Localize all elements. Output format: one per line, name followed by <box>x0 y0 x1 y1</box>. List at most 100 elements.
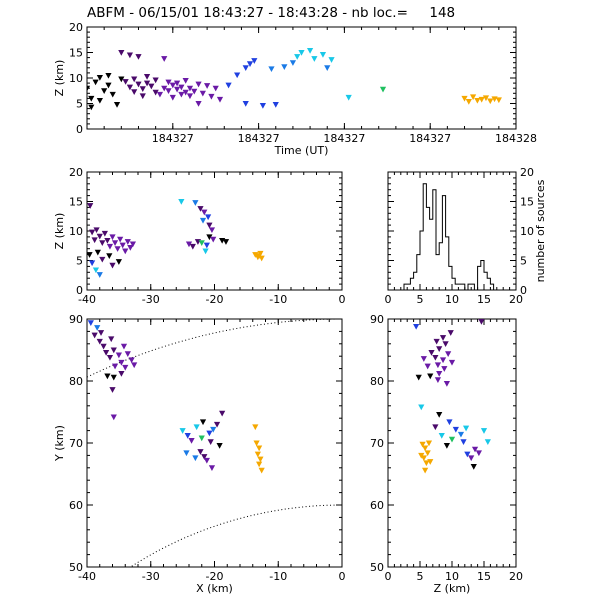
source-point <box>169 82 176 89</box>
source-point <box>289 60 297 66</box>
source-point <box>143 73 151 80</box>
source-point <box>219 410 226 417</box>
source-point <box>122 364 129 371</box>
source-point <box>195 101 202 107</box>
source-point <box>242 101 249 107</box>
x-tick-label: 15 <box>477 570 491 583</box>
source-point <box>434 362 442 369</box>
source-point <box>128 357 135 364</box>
source-point <box>475 450 482 457</box>
source-point <box>135 81 142 88</box>
source-point <box>424 450 431 457</box>
source-point <box>99 256 106 263</box>
source-point <box>422 445 429 452</box>
source-point <box>101 230 108 237</box>
source-point <box>254 451 261 458</box>
source-point <box>105 72 112 79</box>
source-point <box>436 411 443 418</box>
source-point <box>259 103 266 109</box>
y-tick-label: 60 <box>69 499 83 512</box>
source-point <box>165 88 172 94</box>
source-point <box>88 95 95 102</box>
source-point <box>433 338 440 345</box>
source-point <box>256 461 263 468</box>
y-tick-label: 5 <box>76 98 83 111</box>
source-point <box>203 242 210 249</box>
y-tick-label: 80 <box>69 375 83 388</box>
source-point <box>415 374 422 381</box>
source-point <box>183 450 190 457</box>
source-point <box>109 234 116 241</box>
source-point <box>197 206 204 212</box>
panel-time_height: 184327 184327 184327 184327 184328 0 5 10 15 20 Ti… <box>53 21 537 157</box>
source-point <box>106 354 114 361</box>
source-point <box>324 65 331 72</box>
source-point <box>104 237 111 244</box>
plot-frame <box>86 318 343 568</box>
source-point <box>88 260 96 267</box>
source-point <box>152 77 159 84</box>
source-point <box>120 343 128 350</box>
x-tick-label: 0 <box>385 570 392 583</box>
source-point <box>119 242 126 249</box>
source-point <box>258 467 265 474</box>
source-point <box>111 363 119 370</box>
plot-frame <box>387 318 517 568</box>
source-point <box>122 248 129 255</box>
source-point <box>427 373 434 380</box>
source-point <box>425 440 433 447</box>
source-point <box>434 377 442 383</box>
source-point <box>139 93 146 100</box>
y-tick-label: 50 <box>370 561 384 574</box>
source-point <box>242 65 249 72</box>
source-point <box>143 80 151 87</box>
x-axis-label: X (km) <box>196 582 233 595</box>
plot-area <box>87 199 265 278</box>
source-point <box>178 91 185 98</box>
source-point <box>482 95 490 102</box>
source-point <box>208 227 216 234</box>
source-point <box>109 91 116 98</box>
source-point <box>178 84 185 91</box>
source-point <box>203 457 210 464</box>
source-point <box>94 249 101 256</box>
source-point <box>281 64 288 71</box>
x-tick-label: 10 <box>445 570 459 583</box>
source-point <box>188 438 195 444</box>
source-point <box>110 374 117 381</box>
y-tick-label: 0 <box>520 284 527 297</box>
y-tick-label: 20 <box>69 21 83 34</box>
y-tick-label: 90 <box>69 313 83 326</box>
x-tick-label: -30 <box>142 570 160 583</box>
y-tick-label: 70 <box>69 437 83 450</box>
source-point <box>87 252 93 258</box>
source-point <box>87 203 94 209</box>
y-axis-label: Z (km) <box>53 60 66 97</box>
source-point <box>420 356 427 362</box>
source-point <box>461 95 468 102</box>
panel-x_height: -40 -30 -20 -10 0 0 5 10 15 20 Z (km) <box>53 166 346 306</box>
source-point <box>420 455 427 462</box>
source-point <box>445 351 452 357</box>
source-point <box>93 227 100 234</box>
source-point <box>108 336 115 343</box>
source-point <box>124 239 131 245</box>
source-point <box>201 454 208 460</box>
source-point <box>88 229 96 236</box>
x-tick-label: -10 <box>269 293 287 306</box>
source-point <box>427 459 434 465</box>
source-point <box>419 441 426 448</box>
source-point <box>161 56 168 62</box>
x-tick-label: -30 <box>142 293 160 306</box>
y-tick-label: 10 <box>69 225 83 238</box>
y-tick-label: 5 <box>520 255 527 268</box>
source-point <box>478 96 485 103</box>
source-point <box>91 237 98 244</box>
source-point <box>469 94 477 101</box>
x-tick-label: -10 <box>269 570 287 583</box>
source-point <box>186 85 194 92</box>
source-point <box>418 452 425 459</box>
source-point <box>257 456 264 463</box>
